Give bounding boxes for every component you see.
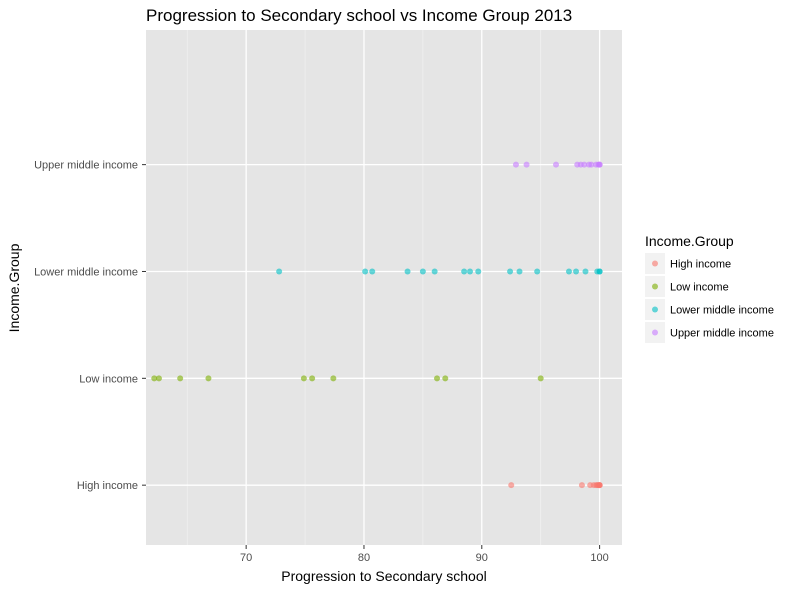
x-tick-label: 70: [240, 552, 252, 564]
plot-panel: [146, 30, 622, 545]
data-point: [537, 375, 544, 382]
data-point: [151, 375, 158, 382]
x-tick-label: 100: [590, 552, 608, 564]
data-point: [419, 268, 426, 275]
legend-swatch: [652, 306, 658, 313]
data-point: [596, 268, 603, 275]
data-point: [582, 268, 589, 275]
data-point: [573, 268, 580, 275]
legend-label: Upper middle income: [670, 328, 774, 340]
y-tick-label: High income: [77, 480, 138, 492]
data-point: [596, 161, 603, 168]
data-point: [534, 268, 541, 275]
legend: Income.Group High income Low income Lower …: [645, 233, 774, 343]
data-point: [467, 268, 474, 275]
legend-swatch: [652, 260, 658, 267]
data-point: [205, 375, 212, 382]
y-tick-label: Upper middle income: [34, 160, 138, 172]
chart-title: Progression to Secondary school vs Incom…: [146, 6, 572, 25]
x-axis-title: Progression to Secondary school: [281, 568, 486, 584]
data-point: [434, 375, 441, 382]
y-tick-label: Lower middle income: [34, 266, 138, 278]
legend-title: Income.Group: [645, 233, 734, 249]
data-point: [596, 482, 603, 489]
data-point: [508, 482, 515, 489]
data-points: [151, 161, 603, 489]
data-point: [404, 268, 411, 275]
data-point: [475, 268, 482, 275]
data-point: [553, 161, 560, 168]
data-point: [588, 161, 595, 168]
legend-label: Lower middle income: [670, 305, 774, 317]
data-point: [309, 375, 316, 382]
data-point: [507, 268, 514, 275]
data-point: [330, 375, 337, 382]
data-point: [431, 268, 438, 275]
data-point: [155, 375, 162, 382]
legend-label: Low income: [670, 282, 729, 294]
data-point: [581, 161, 588, 168]
legend-swatch: [652, 283, 658, 290]
data-point: [362, 268, 369, 275]
data-point: [523, 161, 530, 168]
data-point: [442, 375, 449, 382]
y-axis-ticks: High income Low income Lower middle income…: [34, 160, 146, 492]
data-point: [461, 268, 468, 275]
y-tick-label: Low income: [79, 373, 138, 385]
legend-label: High income: [670, 259, 731, 271]
data-point: [578, 482, 585, 489]
data-point: [516, 268, 523, 275]
data-point: [300, 375, 307, 382]
data-point: [369, 268, 376, 275]
y-axis-title: Income.Group: [6, 243, 22, 332]
data-point: [177, 375, 184, 382]
legend-swatch: [652, 329, 658, 336]
data-point: [565, 268, 572, 275]
x-tick-label: 80: [358, 552, 370, 564]
data-point: [276, 268, 283, 275]
x-tick-label: 90: [476, 552, 488, 564]
x-axis-ticks: 70 80 90 100: [240, 545, 609, 564]
data-point: [512, 161, 519, 168]
